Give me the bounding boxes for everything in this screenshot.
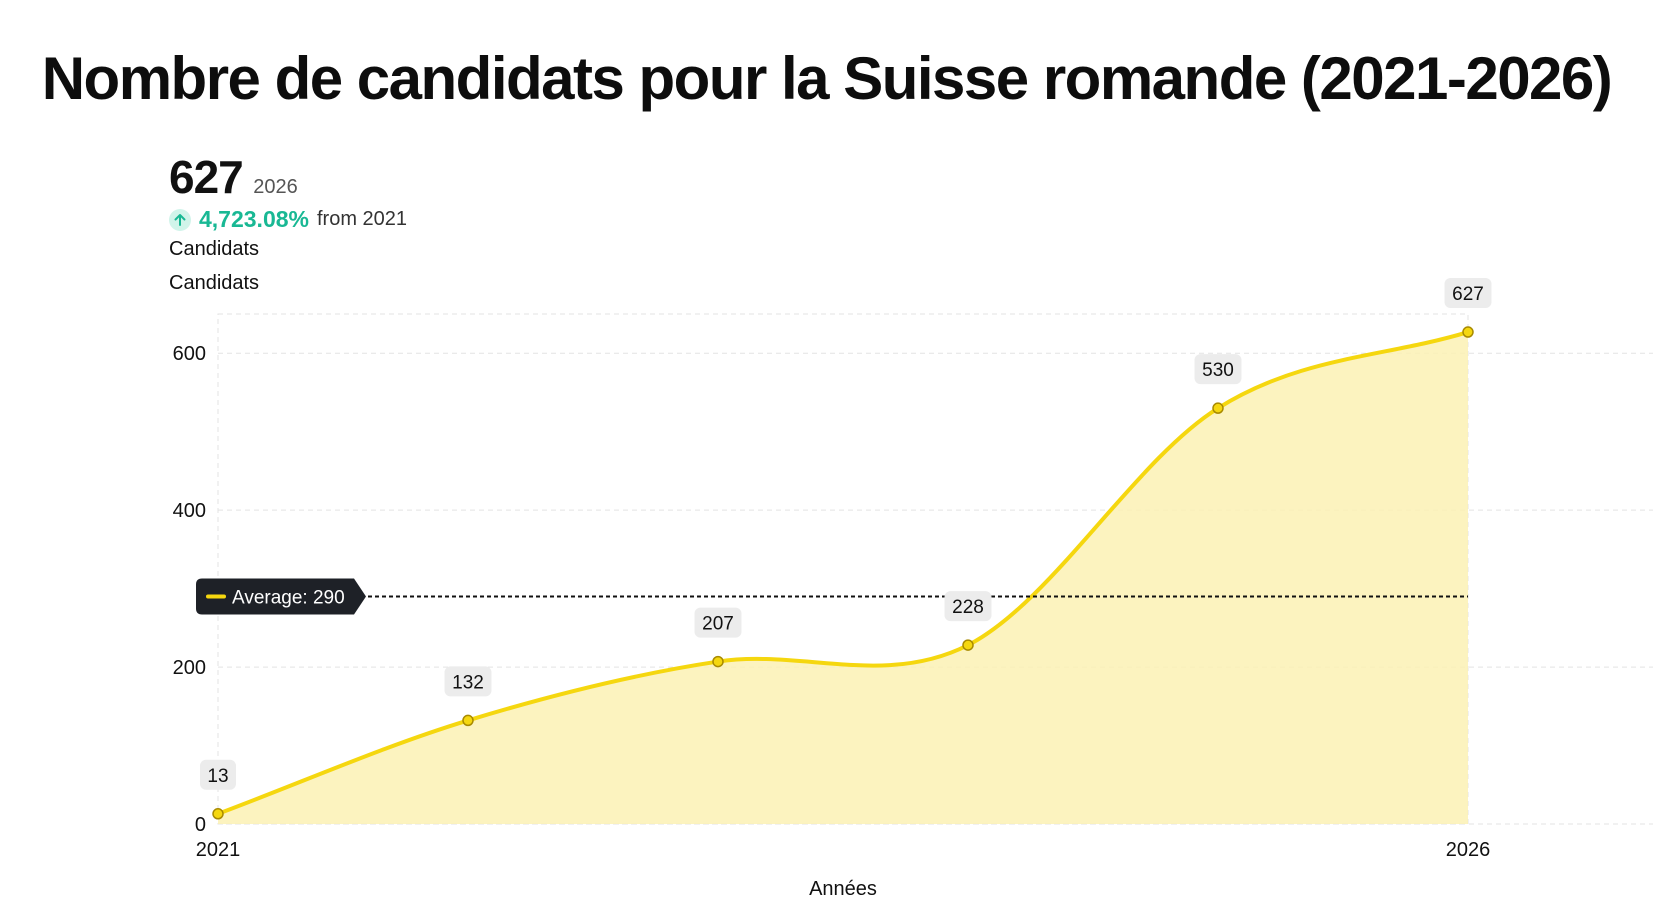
chart-title: Nombre de candidats pour la Suisse roman… <box>41 45 1613 112</box>
data-label-bg <box>200 759 236 790</box>
series-line <box>216 330 1470 816</box>
kpi-year: 2026 <box>253 176 298 198</box>
data-point <box>1212 402 1224 414</box>
data-label-bg <box>1194 354 1242 385</box>
data-points <box>212 326 1474 820</box>
data-point <box>212 808 224 820</box>
data-point <box>962 639 974 651</box>
data-label: 13 <box>207 766 228 787</box>
data-label: 207 <box>702 614 734 635</box>
data-point <box>712 655 724 668</box>
data-labels: 13 132 207 228 530 627 <box>200 278 1492 790</box>
data-label-bg <box>944 591 992 622</box>
data-label: 627 <box>1452 284 1484 305</box>
average-label: Average: 290 <box>232 587 345 608</box>
y-tick-label: 600 <box>173 343 206 365</box>
kpi-change-percent: 4,723.08% <box>199 206 309 232</box>
x-tick-label: 2026 <box>1446 839 1491 861</box>
kpi-label: Candidats <box>169 238 260 260</box>
data-label-bg <box>444 666 492 697</box>
kpi-value: 627 <box>169 151 244 203</box>
data-point <box>462 714 474 727</box>
kpi-summary: 627 2026 <box>169 150 298 204</box>
kpi-change-reference: from 2021 <box>316 208 408 230</box>
average-line-group: Average: 290 <box>196 578 1468 615</box>
data-label-bg <box>1444 278 1492 309</box>
data-label-bg <box>694 607 742 638</box>
y-axis-title: Candidats <box>169 272 259 294</box>
data-label: 132 <box>452 672 484 693</box>
y-tick-label: 200 <box>173 657 206 679</box>
y-tick-label: 0 <box>195 814 206 836</box>
data-label: 228 <box>952 597 984 618</box>
x-axis-title: Années <box>809 878 877 900</box>
series-area <box>218 332 1468 824</box>
kpi-change-row: 4,723.08% from 2021 <box>169 206 407 233</box>
arrow-up-icon <box>169 208 191 231</box>
data-point <box>1462 326 1474 338</box>
average-badge <box>196 578 366 615</box>
data-label: 530 <box>1202 360 1234 381</box>
x-tick-label: 2021 <box>196 839 241 861</box>
y-tick-label: 400 <box>173 500 206 522</box>
axis-ticks: 0 200 400 600 2021 2026 <box>173 343 1491 861</box>
